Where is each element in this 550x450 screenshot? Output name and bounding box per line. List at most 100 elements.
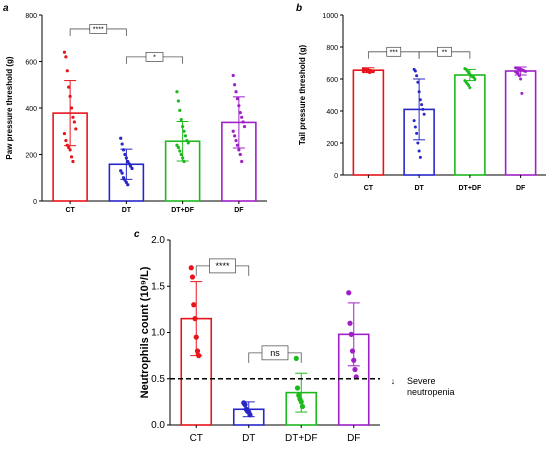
y-axis-title: Paw pressure threshold (g) bbox=[5, 56, 14, 159]
data-point bbox=[420, 103, 424, 107]
data-point bbox=[181, 125, 185, 129]
data-point bbox=[65, 143, 69, 147]
panel-label-b: b bbox=[296, 3, 302, 14]
data-point bbox=[71, 159, 75, 164]
data-point bbox=[293, 355, 299, 361]
data-point bbox=[178, 149, 182, 153]
data-point bbox=[415, 131, 419, 135]
data-point bbox=[192, 316, 198, 322]
data-point bbox=[67, 85, 71, 89]
x-tick-label: CT bbox=[190, 433, 203, 444]
data-point bbox=[179, 152, 183, 157]
data-point bbox=[361, 70, 365, 74]
y-tick-label: 0.0 bbox=[151, 420, 165, 431]
bar bbox=[352, 69, 385, 176]
data-point bbox=[129, 164, 133, 168]
data-point bbox=[130, 166, 134, 171]
data-point bbox=[123, 152, 127, 157]
panel-label-a: a bbox=[3, 3, 9, 14]
data-point bbox=[69, 106, 74, 110]
data-point bbox=[422, 112, 426, 116]
data-point bbox=[237, 104, 241, 108]
data-point bbox=[417, 149, 421, 153]
data-point bbox=[351, 357, 357, 363]
data-point bbox=[418, 98, 422, 102]
panel-label-c: c bbox=[134, 229, 140, 240]
data-point bbox=[299, 403, 306, 410]
significance-label: ns bbox=[270, 348, 280, 358]
y-tick-label: 600 bbox=[326, 77, 338, 84]
significance-box bbox=[386, 46, 402, 57]
data-point bbox=[418, 155, 422, 159]
data-point bbox=[234, 138, 238, 143]
data-point bbox=[182, 159, 186, 164]
data-point bbox=[235, 143, 240, 147]
data-point bbox=[371, 69, 375, 73]
y-tick-label: 1.5 bbox=[151, 281, 165, 292]
y-tick-label: 800 bbox=[326, 45, 338, 52]
y-tick-label: 1.0 bbox=[151, 328, 165, 339]
data-point bbox=[231, 73, 235, 78]
x-tick-label: DT+DF bbox=[285, 433, 318, 444]
data-point bbox=[64, 55, 68, 59]
data-point bbox=[413, 125, 417, 129]
y-tick-label: 200 bbox=[326, 141, 338, 148]
data-point bbox=[238, 111, 242, 115]
data-point bbox=[183, 134, 188, 138]
x-tick-label: DF bbox=[516, 185, 526, 192]
y-tick-label: 400 bbox=[25, 106, 37, 113]
x-tick-label: CT bbox=[364, 185, 374, 192]
x-tick-label: DT+DF bbox=[171, 207, 194, 214]
x-tick-label: DT bbox=[242, 433, 255, 444]
data-point bbox=[127, 162, 131, 166]
data-point bbox=[417, 90, 421, 94]
data-point bbox=[119, 169, 123, 173]
data-point bbox=[178, 108, 182, 112]
data-point bbox=[347, 320, 353, 326]
threshold-arrow: ↓ bbox=[391, 376, 396, 386]
data-point bbox=[238, 152, 242, 157]
data-point bbox=[68, 94, 72, 98]
data-point bbox=[64, 138, 68, 143]
data-point bbox=[175, 143, 179, 147]
significance-label: **** bbox=[215, 261, 230, 271]
data-point bbox=[193, 334, 199, 340]
y-tick-label: 0 bbox=[33, 199, 37, 206]
threshold-label: neutropenia bbox=[407, 387, 455, 397]
significance-box bbox=[209, 258, 236, 274]
data-point bbox=[175, 90, 179, 94]
y-tick-label: 1000 bbox=[322, 13, 338, 20]
data-point bbox=[241, 120, 245, 124]
y-tick-label: 0.5 bbox=[151, 374, 165, 385]
data-point bbox=[119, 136, 123, 140]
data-point bbox=[71, 115, 75, 119]
data-point bbox=[186, 141, 190, 145]
data-point bbox=[185, 138, 189, 143]
data-point bbox=[467, 83, 471, 87]
y-tick-label: 800 bbox=[25, 13, 37, 20]
data-point bbox=[124, 156, 128, 160]
data-point bbox=[247, 412, 253, 418]
y-tick-label: 0 bbox=[334, 173, 338, 180]
data-point bbox=[62, 50, 67, 54]
significance-label: **** bbox=[93, 26, 104, 33]
x-tick-label: CT bbox=[65, 207, 75, 214]
data-point bbox=[231, 129, 235, 133]
significance-label: * bbox=[153, 54, 156, 61]
threshold-label: Severe bbox=[407, 376, 436, 386]
data-point bbox=[368, 71, 372, 75]
data-point bbox=[294, 385, 301, 391]
y-tick-label: 2.0 bbox=[151, 235, 165, 246]
x-tick-label: DF bbox=[234, 207, 244, 214]
data-point bbox=[413, 69, 417, 73]
x-tick-label: DT+DF bbox=[459, 185, 482, 192]
data-point bbox=[196, 353, 202, 359]
data-point bbox=[468, 86, 472, 90]
data-point bbox=[234, 90, 238, 94]
data-point bbox=[126, 159, 130, 164]
data-point bbox=[233, 134, 237, 138]
significance-box bbox=[89, 24, 108, 34]
chart-panel-c: 0.0 0.5 1.0 1.5 2.0 Neutrophils count (10⁹/L)… bbox=[139, 235, 455, 444]
significance-label: *** bbox=[390, 49, 398, 56]
